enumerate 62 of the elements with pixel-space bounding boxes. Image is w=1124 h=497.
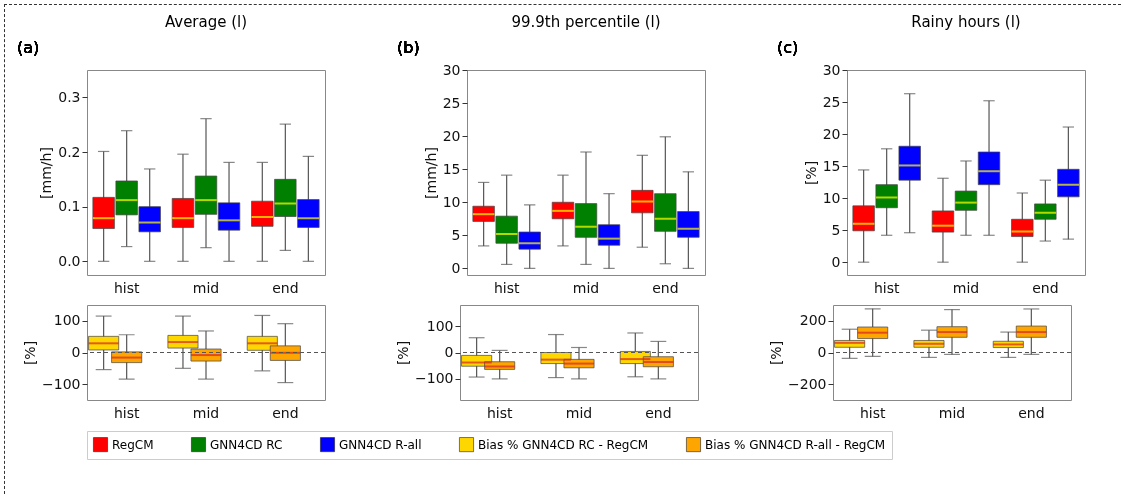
y-tick-label: 0.3: [58, 88, 81, 105]
x-tick-label: end: [645, 404, 672, 421]
y-axis-title: [%]: [802, 160, 819, 186]
x-tick-label: hist: [493, 279, 520, 296]
legend-label: Bias % GNN4CD RC - RegCM: [478, 437, 649, 452]
text: (a): [17, 38, 40, 57]
x-tick-label: end: [1018, 404, 1045, 421]
y-tick-label: 5: [451, 226, 461, 243]
y-tick-label: −100: [42, 375, 81, 392]
x-tick-label: end: [272, 404, 299, 421]
y-tick-label: 100: [426, 317, 454, 334]
y-axis-title: [%]: [768, 340, 785, 366]
y-tick-label: 30: [442, 61, 461, 78]
x-tick-label: hist: [873, 279, 900, 296]
x-tick-label: mid: [192, 279, 220, 296]
y-tick-label: 0.1: [58, 198, 81, 215]
y-tick-label: 0: [451, 259, 461, 276]
legend-label: GNN4CD R-all: [339, 437, 422, 452]
y-axis-title: [%]: [22, 340, 39, 366]
x-tick-label: hist: [113, 404, 140, 421]
y-tick-label: 10: [822, 189, 841, 206]
y-axis-title: [%]: [395, 340, 412, 366]
x-tick-label: mid: [952, 279, 980, 296]
y-tick-label: 20: [442, 127, 461, 144]
x-tick-label: hist: [859, 404, 886, 421]
x-tick-label: hist: [113, 279, 140, 296]
y-tick-label: 15: [822, 157, 841, 174]
x-tick-label: hist: [486, 404, 513, 421]
legend-label: RegCM: [112, 437, 154, 452]
chart-title: Rainy hours (l): [911, 13, 1021, 31]
chart-title: 99.9th percentile (l): [511, 13, 661, 31]
y-tick-label: 25: [442, 94, 461, 111]
y-tick-label: 5: [831, 221, 841, 238]
x-tick-label: mid: [565, 404, 593, 421]
y-tick-label: 0: [71, 344, 81, 360]
y-tick-label: 100: [53, 312, 81, 329]
y-tick-label: 0: [444, 344, 454, 360]
text: (c): [777, 38, 799, 57]
y-tick-label: 0: [831, 253, 841, 270]
x-tick-label: mid: [192, 404, 220, 421]
y-tick-label: 15: [442, 160, 461, 177]
x-tick-label: end: [1032, 279, 1059, 296]
y-tick-label: 30: [822, 61, 841, 78]
x-tick-label: mid: [938, 404, 966, 421]
y-tick-label: 200: [799, 312, 827, 329]
y-axis-title: [mm/h]: [422, 147, 439, 199]
y-axis-title: [mm/h]: [38, 147, 55, 199]
y-tick-label: −200: [788, 375, 827, 392]
legend-label: GNN4CD RC: [210, 437, 283, 452]
y-tick-label: 10: [442, 193, 461, 210]
y-tick-label: 0.0: [58, 252, 81, 269]
x-tick-label: mid: [572, 279, 600, 296]
legend-label: Bias % GNN4CD R-all - RegCM: [705, 437, 886, 452]
y-tick-label: 25: [822, 93, 841, 110]
x-tick-label: end: [652, 279, 679, 296]
y-tick-label: 0.2: [58, 143, 81, 160]
y-tick-label: 20: [822, 125, 841, 142]
y-tick-label: −100: [415, 370, 454, 387]
y-tick-label: 0: [817, 344, 827, 360]
x-tick-label: end: [272, 279, 299, 296]
text: (b): [397, 38, 420, 57]
chart-title: Average (l): [164, 13, 248, 31]
